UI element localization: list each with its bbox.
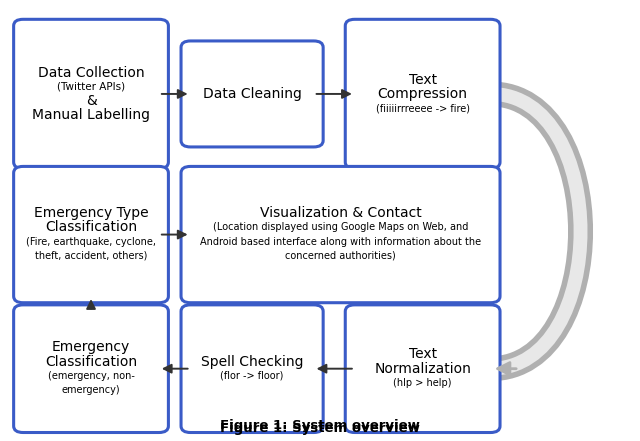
FancyBboxPatch shape (181, 41, 323, 147)
Text: concerned authorities): concerned authorities) (285, 251, 396, 261)
Text: (hlp > help): (hlp > help) (394, 378, 452, 388)
Text: (emergency, non-: (emergency, non- (47, 371, 134, 381)
FancyBboxPatch shape (181, 305, 323, 433)
Text: Data Cleaning: Data Cleaning (203, 87, 301, 101)
Text: Text: Text (408, 348, 436, 362)
Text: emergency): emergency) (61, 385, 120, 395)
Text: (fiiiiirrreeee -> fire): (fiiiiirrreeee -> fire) (376, 103, 470, 113)
Text: Manual Labelling: Manual Labelling (32, 108, 150, 122)
Text: theft, accident, others): theft, accident, others) (35, 251, 147, 261)
Text: Figure 1: System overview: Figure 1: System overview (220, 419, 420, 432)
Text: Normalization: Normalization (374, 362, 471, 376)
FancyBboxPatch shape (13, 305, 168, 433)
Text: Visualization & Contact: Visualization & Contact (260, 206, 421, 220)
Text: Classification: Classification (45, 355, 137, 369)
Text: Compression: Compression (378, 87, 468, 101)
Text: (Location displayed using Google Maps on Web, and: (Location displayed using Google Maps on… (213, 222, 468, 232)
Text: (Twitter APIs): (Twitter APIs) (57, 82, 125, 92)
Text: Text: Text (408, 73, 436, 87)
Text: Emergency: Emergency (52, 340, 130, 354)
FancyBboxPatch shape (13, 166, 168, 303)
FancyBboxPatch shape (181, 166, 500, 303)
Text: (flor -> floor): (flor -> floor) (220, 371, 284, 381)
Text: Spell Checking: Spell Checking (201, 355, 303, 369)
Text: &: & (86, 94, 97, 108)
Text: Emergency Type: Emergency Type (34, 206, 148, 220)
Text: Classification: Classification (45, 220, 137, 235)
FancyBboxPatch shape (13, 19, 168, 168)
FancyBboxPatch shape (345, 305, 500, 433)
Text: (Fire, earthquake, cyclone,: (Fire, earthquake, cyclone, (26, 237, 156, 247)
FancyBboxPatch shape (345, 19, 500, 168)
Text: Android based interface along with information about the: Android based interface along with infor… (200, 237, 481, 247)
Text: Data Collection: Data Collection (38, 66, 145, 79)
Text: Figure 1: System overview: Figure 1: System overview (220, 422, 420, 435)
